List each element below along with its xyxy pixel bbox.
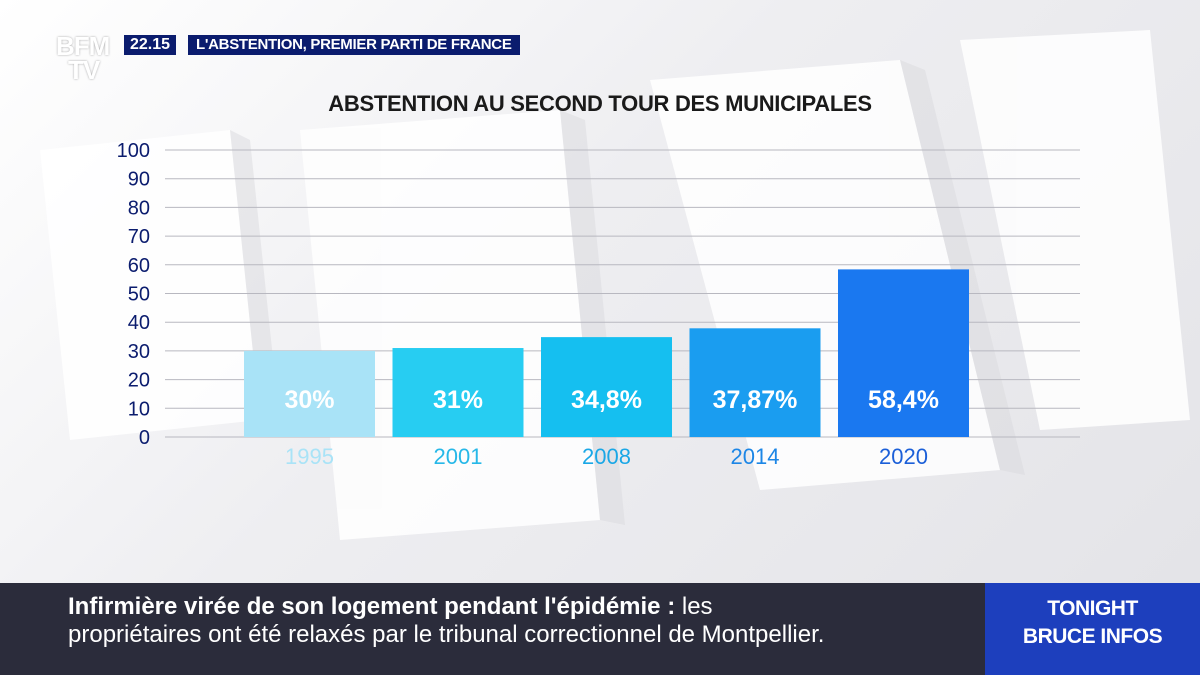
ticker-separator: :	[660, 593, 682, 620]
logo-line2: TV	[68, 55, 100, 85]
x-tick-label: 2008	[582, 444, 631, 469]
x-tick-label: 2001	[434, 444, 483, 469]
y-tick-label: 10	[128, 398, 150, 420]
y-tick-label: 30	[128, 341, 150, 363]
bar	[689, 328, 821, 437]
y-tick-label: 70	[128, 226, 150, 248]
y-tick-label: 0	[139, 427, 150, 449]
y-tick-label: 80	[128, 197, 150, 219]
y-tick-label: 20	[128, 370, 150, 392]
show-line2: BRUCE INFOS	[1022, 625, 1163, 648]
data-label: 37,87%	[713, 386, 798, 414]
logo-line1: BFM	[56, 31, 110, 61]
data-label: 30%	[284, 386, 334, 414]
ticker-line1-rest: les	[681, 593, 713, 620]
y-tick-label: 50	[128, 284, 150, 306]
news-ticker: Infirmière virée de son logement pendant…	[0, 583, 985, 675]
ticker-line2: propriétaires ont été relaxés par le tri…	[68, 621, 825, 648]
y-tick-label: 60	[128, 255, 150, 277]
bar	[838, 269, 969, 437]
bfmtv-logo: BFM TV	[56, 31, 118, 88]
topic-banner: L'ABSTENTION, PREMIER PARTI DE FRANCE	[188, 35, 520, 55]
y-tick-label: 100	[117, 140, 150, 162]
chart-title: ABSTENTION AU SECOND TOUR DES MUNICIPALE…	[328, 91, 872, 116]
y-tick-label: 90	[128, 169, 150, 191]
ticker-headline: Infirmière virée de son logement pendant…	[68, 593, 661, 620]
x-tick-label: 2020	[879, 444, 928, 469]
bar-chart: 0 10 20 30 40 50 60 70 80 90 100 30% 1995 31% 2001 34,8…	[117, 140, 1080, 469]
x-tick-label: 2014	[731, 444, 780, 469]
bar	[541, 337, 672, 437]
clock: 22.15	[124, 35, 177, 55]
y-tick-label: 40	[128, 312, 150, 334]
data-label: 31%	[433, 386, 483, 414]
show-line1: TONIGHT	[1047, 597, 1138, 620]
x-tick-label: 1995	[285, 444, 334, 469]
show-badge: TONIGHT BRUCE INFOS	[985, 583, 1200, 675]
bar	[244, 350, 375, 437]
bar	[392, 348, 524, 437]
data-label: 34,8%	[571, 386, 642, 414]
data-label: 58,4%	[868, 386, 939, 414]
ticker-line1: Infirmière virée de son logement pendant…	[68, 593, 713, 621]
